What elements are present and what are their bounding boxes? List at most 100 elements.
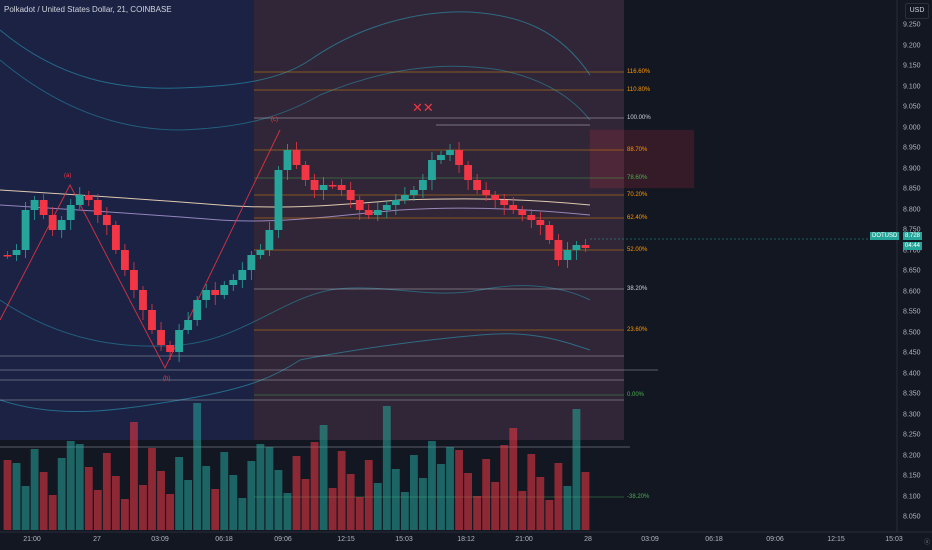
countdown-badge: 04:44 [903, 242, 923, 250]
time-axis[interactable]: 21:00 27 03:09 06:18 09:06 12:15 15:03 18:12 21:… [0, 532, 932, 550]
time-tick-label: 21:00 [23, 536, 41, 543]
volume-bar [84, 467, 93, 530]
wave-label-c: (c) [271, 117, 278, 123]
candle-body [193, 300, 202, 320]
time-tick-label: 27 [93, 536, 101, 543]
candle-body [382, 205, 391, 210]
candle-body [148, 310, 156, 330]
candle-body [310, 180, 319, 190]
volume-bar [301, 479, 310, 530]
fib-level-label: 23.60% [627, 327, 648, 333]
price-tick-label: 8.550 [903, 308, 921, 316]
volume-bar [455, 450, 463, 530]
volume-bar [536, 477, 545, 530]
price-tick-label: 8.050 [903, 513, 921, 521]
volume-bar [545, 500, 554, 530]
volume-bar [265, 447, 274, 530]
volume-bars [3, 403, 590, 530]
currency-button[interactable]: USD [905, 3, 929, 19]
volume-bar [139, 485, 147, 530]
candle-body [121, 250, 129, 270]
candle-body [238, 270, 247, 280]
symbol-title[interactable]: Polkadot / United States Dollar, 21, COI… [4, 5, 172, 14]
candle-body [464, 165, 472, 180]
fib-level-label: 116.60% [627, 69, 651, 75]
candle-body [428, 160, 436, 180]
volume-bar [102, 453, 111, 530]
candle-body [102, 215, 111, 225]
candle-body [202, 290, 211, 300]
candle-body [3, 255, 12, 257]
candle-body [75, 195, 84, 205]
auto-scale-icon[interactable]: ⓐ [923, 540, 930, 546]
fib-level-label: 52.00% [627, 247, 648, 253]
volume-bar [319, 425, 328, 530]
volume-bar [509, 428, 518, 530]
volume-bar [292, 456, 301, 530]
zone-blue [0, 0, 254, 440]
volume-bar [572, 409, 581, 530]
volume-bar [364, 460, 373, 530]
candle-body [211, 290, 220, 295]
volume-bar [400, 492, 409, 530]
volume-bar [446, 447, 454, 530]
price-tick-label: 8.100 [903, 493, 921, 500]
fib-retracement[interactable] [0, 71, 658, 498]
volume-bar [48, 495, 57, 530]
volume-bar [202, 466, 211, 530]
time-tick-label: 03:09 [151, 536, 169, 543]
volume-bar [491, 482, 500, 530]
volume-bar [30, 449, 39, 530]
volume-bar [310, 442, 319, 530]
volume-bar [464, 473, 472, 530]
volume-bar [419, 478, 427, 530]
volume-bar [518, 491, 527, 530]
volume-bar [211, 489, 220, 530]
candle-body [337, 185, 346, 190]
candle-body [572, 245, 581, 250]
volume-bar [75, 444, 84, 530]
volume-bar [21, 486, 30, 530]
candle-body [184, 320, 193, 330]
price-tick-label: 8.650 [903, 267, 921, 275]
time-tick-label: 28 [584, 536, 592, 543]
cross-markers: ✕✕ [412, 100, 434, 115]
price-tick-label: 8.200 [903, 452, 921, 459]
volume-bar [220, 452, 229, 530]
volume-bar [337, 451, 346, 530]
volume-bar [238, 498, 247, 530]
time-tick-label: 18:12 [457, 536, 475, 543]
zone-purple-overlay [254, 0, 624, 440]
candle-body [355, 200, 364, 210]
time-tick-label: 12:15 [827, 536, 845, 543]
time-tick-label: 15:03 [395, 536, 413, 543]
candle-body [455, 150, 463, 165]
price-tick-label: 8.350 [903, 390, 921, 398]
candle-body [66, 205, 75, 220]
candle-body [301, 165, 310, 180]
candle-body [419, 180, 427, 190]
price-axis[interactable]: 9.250 9.200 9.150 9.100 9.050 9.000 8.950 8.900… [897, 0, 932, 540]
volume-bar [346, 474, 355, 530]
ma-slow-line [0, 189, 591, 208]
candle-body [256, 250, 265, 255]
volume-bar [409, 455, 418, 530]
candle-body [473, 180, 482, 190]
elliott-wave-line [0, 129, 281, 370]
candle-body [563, 250, 572, 260]
fib-level-label: 110.80% [627, 87, 651, 93]
volume-bar [130, 422, 138, 530]
candle-body [12, 250, 21, 255]
time-tick-label: 15:03 [885, 536, 903, 543]
candle-body [229, 280, 238, 285]
candle-body [346, 190, 355, 200]
price-tick-label: 8.700 [903, 247, 921, 254]
volume-bar [184, 480, 193, 530]
volume-bar [373, 483, 382, 530]
volume-bar [39, 472, 48, 530]
candle-body [292, 150, 301, 165]
candle-body [157, 330, 165, 345]
time-tick-label: 21:00 [515, 536, 533, 543]
candle-body [48, 215, 57, 230]
